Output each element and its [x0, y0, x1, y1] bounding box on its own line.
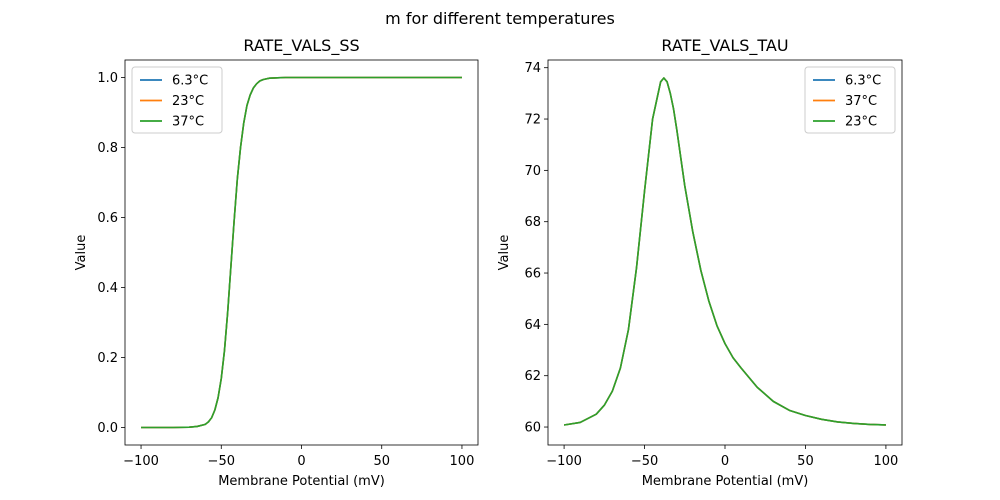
- panel-rate-vals-tau: RATE_VALS_TAU −100 −50 0 50 100 60 62 64 66 68 70 72…: [497, 36, 903, 489]
- panel-rate-vals-ss: RATE_VALS_SS −100 −50 0 50 100 0.0 0.2 0.4 0.6 0.8…: [74, 36, 479, 489]
- legend-label: 6.3°C: [845, 74, 881, 89]
- legend-box: [804, 66, 896, 134]
- series-line: [563, 77, 886, 426]
- y-tick-label: 60: [524, 421, 541, 436]
- y-tick-label: 1.0: [97, 71, 118, 86]
- x-axis-label: Membrane Potential (mV): [218, 474, 385, 489]
- y-tick-label: 0.0: [97, 421, 118, 436]
- legend-box: [131, 66, 223, 134]
- x-tick-label: 50: [373, 454, 390, 469]
- figure-suptitle: m for different temperatures: [385, 9, 615, 28]
- y-tick-label: 74: [524, 61, 541, 76]
- panel-title: RATE_VALS_TAU: [661, 36, 788, 56]
- y-tick-label: 0.2: [97, 351, 118, 366]
- x-tick-label: 100: [873, 454, 898, 469]
- series-line: [141, 76, 462, 429]
- legend-label: 23°C: [172, 94, 204, 109]
- y-tick-label: 66: [524, 267, 541, 282]
- y-axis-label: Value: [74, 235, 89, 271]
- legend-label: 23°C: [845, 115, 877, 130]
- legend-label: 6.3°C: [172, 74, 208, 89]
- x-tick-label: 0: [721, 454, 729, 469]
- legend: 6.3°C 23°C 37°C: [131, 66, 223, 134]
- legend-label: 37°C: [845, 94, 877, 109]
- x-tick-label: −50: [631, 454, 658, 469]
- x-tick-label: 0: [297, 454, 305, 469]
- plot-frame: [124, 59, 479, 446]
- panel-title: RATE_VALS_SS: [243, 36, 359, 56]
- y-tick-label: 70: [524, 164, 541, 179]
- legend: 6.3°C 37°C 23°C: [804, 66, 896, 134]
- legend-label: 37°C: [172, 115, 204, 130]
- y-tick-label: 0.6: [97, 211, 118, 226]
- x-tick-label: 100: [450, 454, 475, 469]
- y-tick-label: 64: [524, 318, 541, 333]
- y-tick-label: 0.8: [97, 141, 118, 156]
- y-tick-label: 62: [524, 369, 541, 384]
- x-tick-label: −50: [208, 454, 235, 469]
- x-tick-label: −100: [123, 454, 159, 469]
- y-tick-label: 0.4: [97, 281, 118, 296]
- y-axis-label: Value: [497, 235, 512, 271]
- y-tick-label: 68: [524, 215, 541, 230]
- x-axis-label: Membrane Potential (mV): [642, 474, 809, 489]
- x-tick-label: −100: [546, 454, 582, 469]
- y-tick-label: 72: [524, 113, 541, 128]
- x-tick-label: 50: [797, 454, 814, 469]
- plot-frame: [547, 59, 903, 446]
